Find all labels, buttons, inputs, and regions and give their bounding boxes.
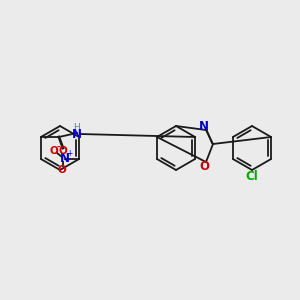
Text: O: O [58, 146, 67, 156]
Text: N: N [60, 152, 70, 166]
Text: O: O [199, 160, 209, 172]
Text: N: N [72, 128, 82, 140]
Text: O: O [50, 146, 58, 156]
Text: O: O [58, 165, 66, 175]
Text: H: H [74, 124, 80, 133]
Text: -: - [56, 142, 60, 152]
Text: +: + [66, 149, 72, 158]
Text: Cl: Cl [246, 170, 258, 184]
Text: N: N [199, 119, 209, 133]
